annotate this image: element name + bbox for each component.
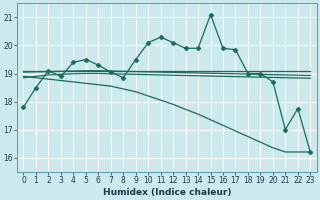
X-axis label: Humidex (Indice chaleur): Humidex (Indice chaleur) bbox=[103, 188, 231, 197]
